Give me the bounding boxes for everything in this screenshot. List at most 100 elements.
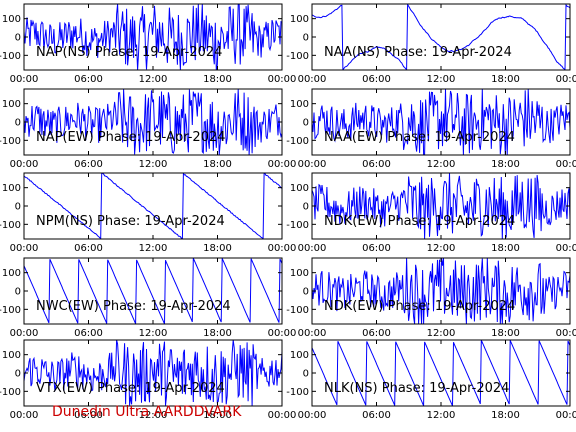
panel-title: NDK(EW) Phase: 19-Apr-2024: [324, 299, 515, 314]
y-tick-label: 0: [303, 33, 309, 44]
x-tick-label: 18:00: [491, 159, 520, 170]
x-tick-label: 12:00: [427, 410, 456, 421]
x-tick-label: 00:00: [10, 243, 39, 254]
x-tick-label: 06:00: [74, 159, 103, 170]
phase-trace: [312, 173, 570, 239]
x-tick-label: 18:00: [203, 243, 232, 254]
x-tick-label: 06:00: [362, 74, 391, 85]
x-tick-label: 00:00: [298, 243, 327, 254]
y-tick-label: -100: [286, 305, 309, 316]
y-tick-label: -100: [0, 387, 21, 398]
x-tick-label: 00:00: [268, 328, 297, 339]
x-tick-label: 00:00: [556, 159, 576, 170]
y-tick-label: 0: [303, 118, 309, 129]
x-tick-label: 12:00: [139, 410, 168, 421]
y-tick-label: -100: [0, 305, 21, 316]
panel-10: 100 0 -100 00:00 06:00 12:00 18:00 00:00 NLK(NS)…: [286, 339, 576, 421]
x-tick-label: 18:00: [203, 410, 232, 421]
panel-title: NAP(EW) Phase: 19-Apr-2024: [36, 130, 226, 145]
x-tick-label: 06:00: [74, 410, 103, 421]
y-tick-label: -100: [0, 51, 21, 62]
x-tick-label: 00:00: [298, 74, 327, 85]
panel-3: 100 0 -100 00:00 06:00 12:00 18:00 00:00 NAP(EW)…: [0, 88, 297, 170]
panel-title: NAP(NS) Phase: 19-Apr-2024: [36, 45, 222, 60]
phase-trace: [24, 89, 282, 155]
y-tick-label: 100: [290, 350, 309, 361]
x-tick-label: 18:00: [203, 74, 232, 85]
x-tick-label: 18:00: [203, 159, 232, 170]
x-tick-label: 00:00: [298, 410, 327, 421]
x-tick-label: 12:00: [427, 74, 456, 85]
x-tick-label: 12:00: [139, 243, 168, 254]
panel-7: 100 0 -100 00:00 06:00 12:00 18:00 00:00 NWC(EW)…: [0, 257, 297, 339]
y-tick-label: 0: [15, 369, 21, 380]
y-tick-label: 100: [290, 14, 309, 25]
x-tick-label: 00:00: [10, 410, 39, 421]
panel-2: 100 0 -100 00:00 06:00 12:00 18:00 00:00 NAA(NS)…: [286, 3, 576, 85]
y-tick-label: -100: [0, 220, 21, 231]
x-tick-label: 06:00: [362, 243, 391, 254]
phase-trace: [24, 258, 282, 324]
panel-1: 100 0 -100 00:00 06:00 12:00 18:00 00:00 NAP(NS)…: [0, 3, 297, 85]
x-tick-label: 00:00: [298, 159, 327, 170]
panel-title: NWC(EW) Phase: 19-Apr-2024: [36, 299, 231, 314]
x-tick-label: 00:00: [268, 243, 297, 254]
y-tick-label: 100: [290, 99, 309, 110]
y-tick-label: -100: [286, 387, 309, 398]
plot-frame: [311, 3, 571, 71]
x-tick-label: 12:00: [139, 159, 168, 170]
y-tick-label: 100: [290, 268, 309, 279]
y-tick-label: 100: [2, 268, 21, 279]
x-tick-label: 12:00: [139, 328, 168, 339]
panel-8: 100 0 -100 00:00 06:00 12:00 18:00 00:00 NDK(EW)…: [286, 257, 576, 339]
plot-frame: [311, 339, 571, 407]
phase-trace: [24, 340, 282, 406]
y-tick-label: 100: [2, 350, 21, 361]
x-tick-label: 18:00: [203, 328, 232, 339]
y-tick-label: 0: [15, 287, 21, 298]
y-tick-label: 100: [2, 183, 21, 194]
y-tick-label: 0: [15, 33, 21, 44]
y-tick-label: -100: [286, 51, 309, 62]
x-tick-label: 12:00: [139, 74, 168, 85]
phase-trace: [312, 258, 570, 324]
x-tick-label: 06:00: [362, 410, 391, 421]
x-tick-label: 00:00: [268, 74, 297, 85]
y-tick-label: -100: [0, 136, 21, 147]
phase-trace: [24, 4, 282, 70]
phase-trace: [312, 4, 570, 70]
x-tick-label: 06:00: [74, 328, 103, 339]
x-tick-label: 06:00: [74, 74, 103, 85]
panel-5: 100 0 -100 00:00 06:00 12:00 18:00 00:00 NPM(NS)…: [0, 172, 297, 254]
x-tick-label: 12:00: [427, 159, 456, 170]
x-tick-label: 00:00: [10, 328, 39, 339]
x-tick-label: 06:00: [362, 328, 391, 339]
panel-title: NAA(NS) Phase: 19-Apr-2024: [324, 45, 512, 60]
panel-title: NPM(NS) Phase: 19-Apr-2024: [36, 214, 225, 229]
plot-frame: [23, 172, 283, 240]
y-tick-label: 100: [2, 99, 21, 110]
y-tick-label: -100: [286, 220, 309, 231]
x-tick-label: 12:00: [427, 243, 456, 254]
panel-6: 100 0 -100 00:00 06:00 12:00 18:00 00:00 NDK(EW)…: [286, 172, 576, 254]
x-tick-label: 00:00: [556, 74, 576, 85]
y-tick-label: 0: [15, 202, 21, 213]
x-tick-label: 00:00: [268, 159, 297, 170]
y-tick-label: 100: [2, 14, 21, 25]
panel-title: NDK(EW) Phase: 19-Apr-2024: [324, 214, 515, 229]
panel-title: VTX(EW) Phase: 19-Apr-2024: [36, 381, 225, 396]
y-tick-label: 100: [290, 183, 309, 194]
x-tick-label: 00:00: [298, 328, 327, 339]
phase-trace: [24, 173, 282, 239]
x-tick-label: 06:00: [362, 159, 391, 170]
x-tick-label: 00:00: [268, 410, 297, 421]
x-tick-label: 12:00: [427, 328, 456, 339]
y-tick-label: 0: [15, 118, 21, 129]
footer-label: Dunedin Ultra AARDDVARK: [52, 404, 242, 420]
x-tick-label: 18:00: [491, 328, 520, 339]
x-tick-label: 00:00: [10, 159, 39, 170]
y-tick-label: 0: [303, 287, 309, 298]
y-tick-label: 0: [303, 202, 309, 213]
x-tick-label: 00:00: [10, 74, 39, 85]
y-tick-label: 0: [303, 369, 309, 380]
